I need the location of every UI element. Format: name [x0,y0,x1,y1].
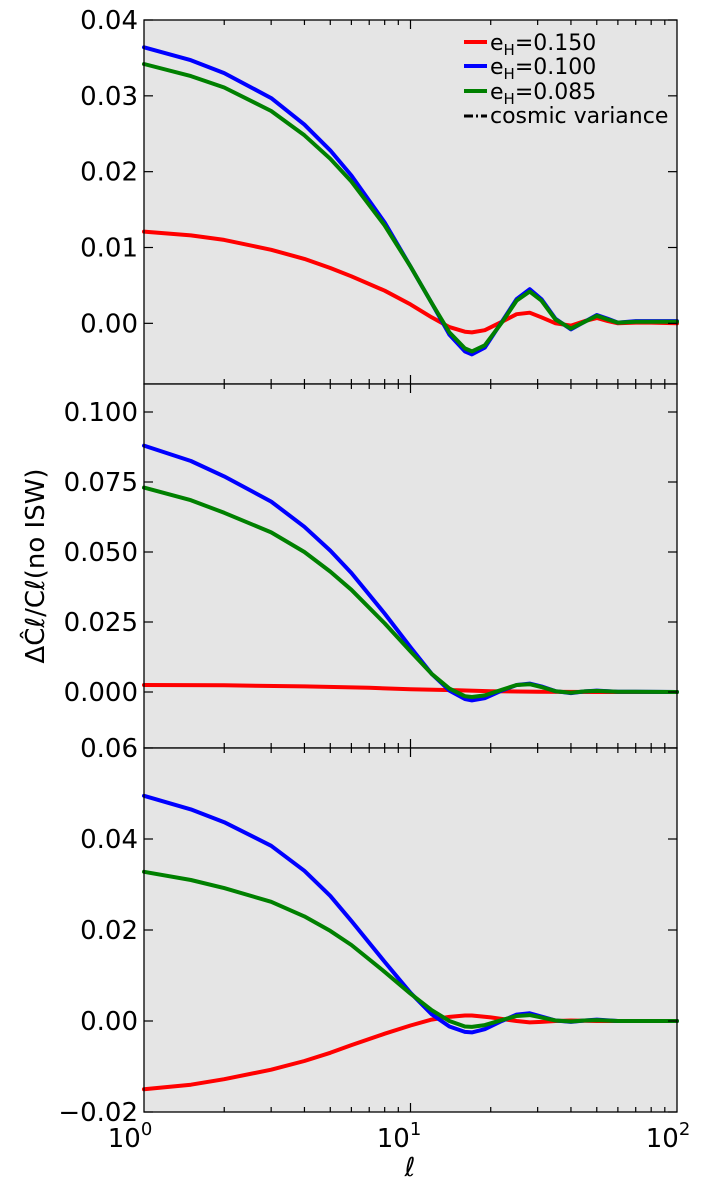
panel-2-y-tick-label-0: 0.000 [64,678,138,708]
panel-1-y-tick-label-0p04: 0.04 [80,6,138,36]
panel-2-series-line-3 [142,485,679,699]
panel-1-series-line-3 [142,62,679,354]
panel-2-y-tick-label-0p05: 0.050 [64,538,138,568]
panel-3-background [144,748,677,1112]
panel-2: 0.000 0.025 0.050 0.075 0.100 [64,383,679,749]
panel-1: 0.00 0.01 0.02 0.03 0.04 [80,6,679,385]
panel-3-frame [143,747,678,1113]
x-tick-labels: 100 101 102 [108,1119,691,1154]
panel-1-background [144,20,677,384]
y-axis-label: ΔĈℓ/Cℓ(no ISW) [19,468,51,663]
panel-1-y-tick-label-0p02: 0.02 [80,158,138,188]
panel-2-y-tick-label-0p075: 0.075 [64,468,138,498]
legend-label-eh-0100: eH=0.100 [490,55,596,83]
panels-layer: 0.00 0.01 0.02 0.03 0.04 0.000 0.025 0.050 0.075… [58,6,679,1128]
panel-3-y-tick-label-0p06: 0.06 [80,734,138,764]
panel-3-y-tick-label-0: 0.00 [80,1007,138,1037]
x-tick-label-100: 102 [646,1119,691,1154]
panel-1-y-tick-label-0: 0.00 [80,309,138,339]
legend-label-eh-0150: eH=0.150 [490,31,596,59]
panel-3: −0.02 0.00 0.02 0.04 0.06 [58,734,679,1128]
panel-3-y-tick-label-0p04: 0.04 [80,825,138,855]
legend: eH=0.150 eH=0.100 eH=0.085 cosmic varian… [464,31,668,129]
legend-label-cosmic-variance: cosmic variance [490,104,668,129]
panel-1-y-tick-label-0p03: 0.03 [80,82,138,112]
panel-2-y-tick-label-0p1: 0.100 [64,398,138,428]
panel-1-y-tick-label-0p01: 0.01 [80,234,138,264]
legend-label-eh-0085: eH=0.085 [490,80,596,108]
x-axis-label: ℓ [404,1153,416,1183]
x-tick-label-1: 100 [108,1119,153,1154]
panel-3-y-tick-label-0p02: 0.02 [80,916,138,946]
panel-3-y-tick-label-neg0p02: −0.02 [58,1098,138,1128]
x-tick-label-10: 101 [377,1119,422,1154]
panel-2-y-tick-label-0p025: 0.025 [64,608,138,638]
panel-3-series-line-3 [142,869,679,1029]
